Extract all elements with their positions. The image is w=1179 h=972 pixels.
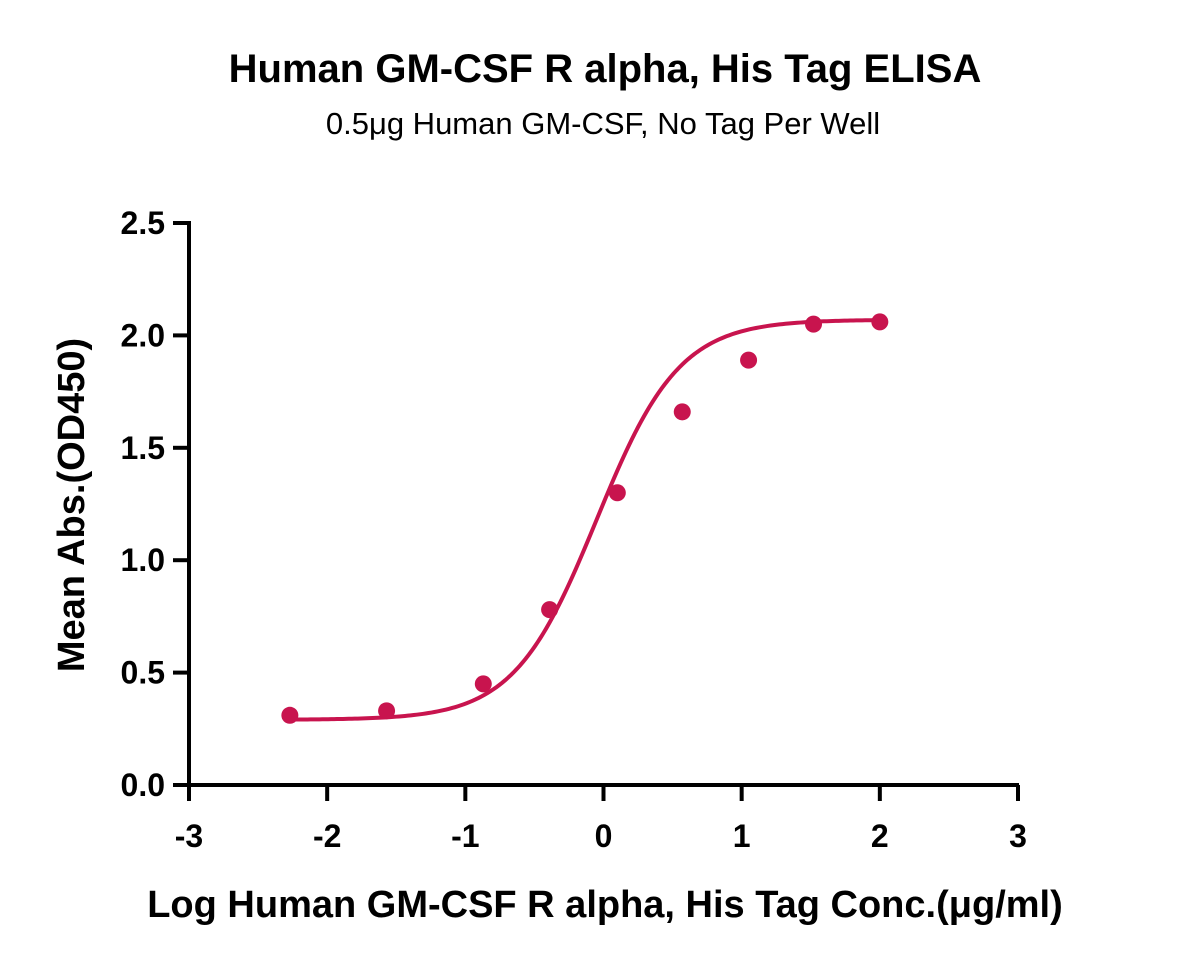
x-tick-label: -3 [175,818,203,854]
y-ticks: 0.0 0.5 1.0 1.5 2.0 2.5 [121,205,189,803]
y-tick-label: 0.0 [121,767,165,803]
fit-curve [289,318,880,722]
y-tick-label: 0.5 [121,655,165,691]
chart-title: Human GM-CSF R alpha, His Tag ELISA [229,47,982,91]
data-point [673,403,691,421]
x-tick-label: -1 [451,818,479,854]
data-point [378,702,396,720]
data-point [871,313,889,331]
data-points [281,313,889,724]
x-axis-title: Log Human GM-CSF R alpha, His Tag Conc.(… [147,884,1063,926]
x-ticks: -3 -2 -1 0 1 2 3 [175,785,1027,854]
data-point [608,484,626,502]
y-tick-label: 1.0 [121,542,165,578]
x-tick-label: -2 [313,818,341,854]
y-tick-label: 1.5 [121,430,165,466]
y-tick-label: 2.0 [121,317,165,353]
chart-subtitle: 0.5μg Human GM-CSF, No Tag Per Well [326,106,880,141]
data-point [541,601,559,619]
data-point [281,706,299,724]
x-tick-label: 1 [733,818,751,854]
data-point [474,675,492,693]
x-tick-label: 0 [595,818,613,854]
x-tick-label: 2 [871,818,889,854]
y-tick-label: 2.5 [121,205,165,241]
x-tick-label: 3 [1009,818,1027,854]
data-point [740,351,758,369]
y-axis-title: Mean Abs.(OD450) [51,338,93,672]
data-point [805,315,823,333]
